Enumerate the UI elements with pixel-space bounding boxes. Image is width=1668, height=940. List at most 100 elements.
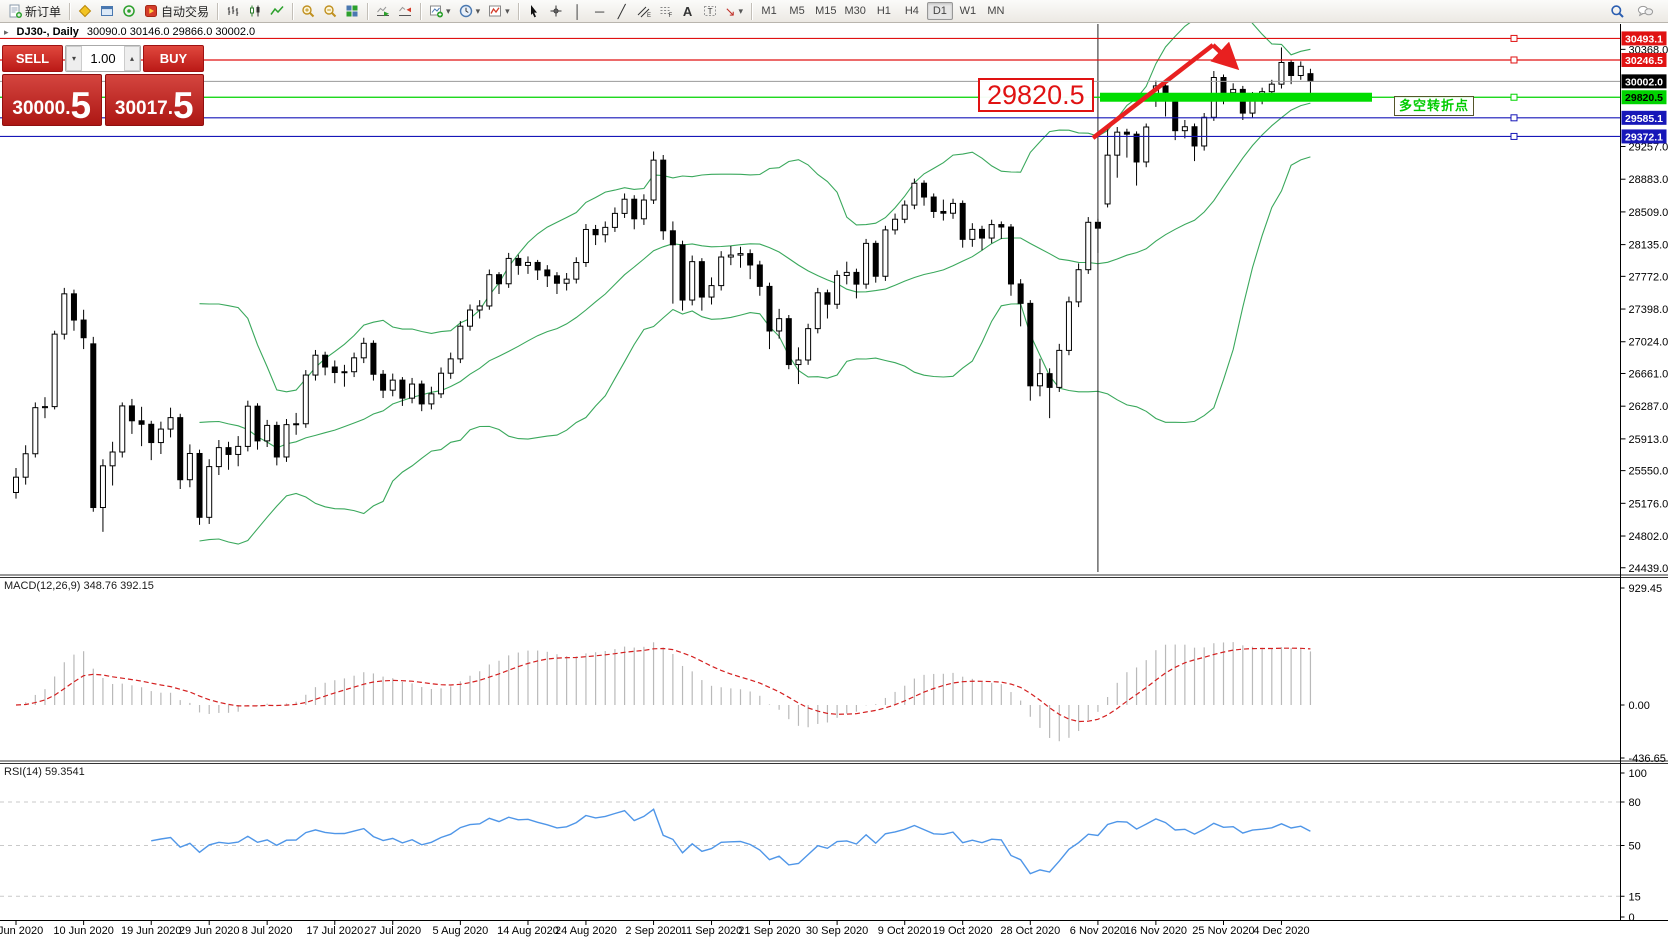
date-tick-label[interactable]: 16 Nov 2020 [1125,925,1187,937]
candle-body[interactable] [486,274,493,307]
level-line-handle[interactable] [1510,114,1518,122]
candle-body[interactable] [157,428,164,444]
candle-body[interactable] [785,318,792,366]
candle-body[interactable] [13,476,19,493]
trendline-tool-button[interactable]: ╱ [611,1,633,21]
search-button[interactable] [1606,1,1629,21]
candle-body[interactable] [1181,126,1188,132]
candle-body[interactable] [1268,83,1275,93]
navigator-button[interactable] [118,1,140,21]
text-tool-button[interactable]: A [677,1,699,21]
market-watch-button[interactable] [74,1,96,21]
candle-body[interactable] [1007,226,1014,285]
date-tick-label[interactable]: 29 Jun 2020 [179,925,240,937]
candle-body[interactable] [1075,269,1082,303]
date-tick-label[interactable]: 10 Jun 2020 [53,925,114,937]
candle-body[interactable] [1201,116,1208,147]
candle-body[interactable] [283,424,290,458]
candle-body[interactable] [22,453,29,478]
volume-increase-button[interactable]: ▴ [124,46,140,71]
date-tick-label[interactable]: 14 Aug 2020 [497,925,559,937]
candle-body[interactable] [689,261,696,301]
candle-body[interactable] [515,257,522,266]
candle-body[interactable] [814,292,821,330]
fibonacci-tool-button[interactable]: F [655,1,677,21]
candle-body[interactable] [109,451,116,467]
date-tick-label[interactable]: 17 Jul 2020 [306,925,363,937]
new-order-button[interactable]: 新订单 [4,1,65,21]
candle-body[interactable] [177,417,184,481]
candle-body[interactable] [41,406,48,409]
candle-body[interactable] [640,199,647,220]
candle-body[interactable] [467,309,474,327]
date-tick-label[interactable]: 28 Oct 2020 [1000,925,1060,937]
candle-body[interactable] [138,420,145,425]
candle-body[interactable] [1307,73,1314,82]
level-line-handle[interactable] [1510,34,1518,42]
volume-stepper[interactable]: ▾ 1.00 ▴ [65,45,141,72]
zoom-out-button[interactable] [319,1,341,21]
date-tick-label[interactable]: 5 Aug 2020 [433,925,489,937]
candle-body[interactable] [872,242,879,277]
data-window-button[interactable] [96,1,118,21]
candle-body[interactable] [679,244,686,301]
candle-body[interactable] [1297,65,1304,77]
expand-arrow-icon[interactable]: ▸ [4,26,9,37]
candle-body[interactable] [447,358,454,374]
timeframe-W1[interactable]: W1 [955,2,981,20]
candle-body[interactable] [824,292,831,305]
candle-body[interactable] [1104,154,1111,205]
cursor-tool-button[interactable] [523,1,545,21]
date-tick-label[interactable]: 6 Nov 2020 [1070,925,1126,937]
candle-body[interactable] [582,228,589,264]
support-zone-bar[interactable] [1100,92,1372,102]
arrows-dropdown[interactable]: ↘ ▾ [721,1,747,21]
crosshair-tool-button[interactable] [545,1,567,21]
candle-body[interactable] [399,379,406,399]
candle-body[interactable] [795,359,802,366]
buy-price-button[interactable]: 30017. 5 [104,74,204,126]
candle-body[interactable] [90,343,97,509]
timeframe-M1[interactable]: M1 [756,2,782,20]
text-label-tool-button[interactable]: T [699,1,721,21]
candle-body[interactable] [698,261,705,298]
candle-body[interactable] [660,159,667,232]
candle-body[interactable] [128,405,135,422]
turning-point-annotation[interactable]: 多空转折点 [1394,96,1475,116]
candle-body[interactable] [805,328,812,361]
candle-body[interactable] [61,293,68,335]
candle-body[interactable] [206,466,213,518]
line-chart-button[interactable] [266,1,288,21]
candle-body[interactable] [32,407,39,455]
candle-body[interactable] [360,342,367,359]
date-tick-label[interactable]: 27 Jul 2020 [364,925,421,937]
candle-body[interactable] [312,354,319,376]
candle-body[interactable] [892,218,899,231]
candle-body[interactable] [1056,349,1063,388]
date-tick-label[interactable]: 4 Dec 2020 [1253,925,1309,937]
candle-body[interactable] [380,373,387,391]
candle-body[interactable] [1133,133,1140,163]
candle-body[interactable] [302,374,309,425]
macd-signal-line[interactable] [15,647,1311,723]
timeframe-MN[interactable]: MN [983,2,1009,20]
candle-body[interactable] [563,278,570,284]
candle-body[interactable] [998,224,1005,228]
date-tick-label[interactable]: 2 Sep 2020 [625,925,681,937]
trend-arrow-down-segment[interactable] [1210,41,1240,71]
level-line-handle[interactable] [1510,56,1518,64]
candle-body[interactable] [1085,221,1092,271]
candle-body[interactable] [1027,302,1034,387]
candle-body[interactable] [727,254,734,258]
sell-button[interactable]: SELL [2,45,63,72]
bollinger-middle-band[interactable] [199,102,1311,449]
auto-scroll-button[interactable] [372,1,394,21]
zoom-in-button[interactable] [297,1,319,21]
timeframe-D1[interactable]: D1 [926,2,953,20]
candle-body[interactable] [322,354,329,368]
candle-body[interactable] [1278,61,1285,85]
candle-body[interactable] [409,383,416,399]
date-tick-label[interactable]: 19 Oct 2020 [933,925,993,937]
date-tick-label[interactable]: 11 Sep 2020 [681,925,743,937]
